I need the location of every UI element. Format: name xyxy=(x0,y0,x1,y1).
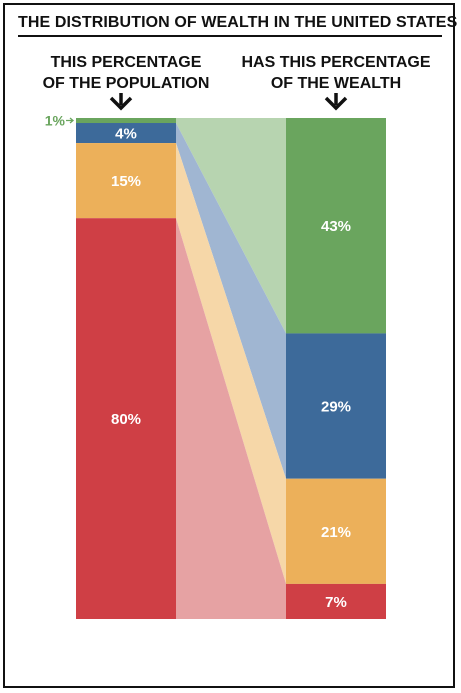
connector-band xyxy=(176,118,286,334)
population-bar-segment xyxy=(76,218,176,619)
left-column-header: THIS PERCENTAGE OF THE POPULATION xyxy=(38,52,214,94)
population-bar-segment xyxy=(76,123,176,144)
population-bar-segment xyxy=(76,118,176,124)
right-down-arrow-icon xyxy=(324,93,348,111)
connector-band xyxy=(176,123,286,479)
wealth-data-label: 7% xyxy=(325,594,347,611)
pointer-arrow-icon xyxy=(66,117,75,124)
population-bar-segment xyxy=(76,143,176,219)
population-data-label: 15% xyxy=(111,173,141,190)
left-header-line-2: OF THE POPULATION xyxy=(42,75,210,92)
population-data-label: 4% xyxy=(115,126,137,143)
wealth-bar-segment xyxy=(286,583,386,619)
wealth-bar-segment xyxy=(286,478,386,584)
population-data-label: 1% xyxy=(45,113,66,129)
wealth-data-label: 21% xyxy=(321,524,351,541)
title-underline xyxy=(18,35,442,37)
right-header-line-2: OF THE WEALTH xyxy=(270,75,402,92)
wealth-data-label: 29% xyxy=(321,399,351,416)
left-header-line-1: THIS PERCENTAGE xyxy=(50,54,202,71)
connector-band xyxy=(176,218,286,619)
population-data-label: 80% xyxy=(111,411,141,428)
wealth-bar-segment xyxy=(286,118,386,334)
right-header-line-1: HAS THIS PERCENTAGE xyxy=(241,54,431,71)
right-column-header: HAS THIS PERCENTAGE OF THE WEALTH xyxy=(238,52,434,94)
connector-band xyxy=(176,143,286,584)
chart-title: THE DISTRIBUTION OF WEALTH IN THE UNITED… xyxy=(18,14,458,31)
wealth-data-label: 43% xyxy=(321,218,351,235)
left-down-arrow-icon xyxy=(109,93,133,111)
wealth-bar-segment xyxy=(286,333,386,479)
